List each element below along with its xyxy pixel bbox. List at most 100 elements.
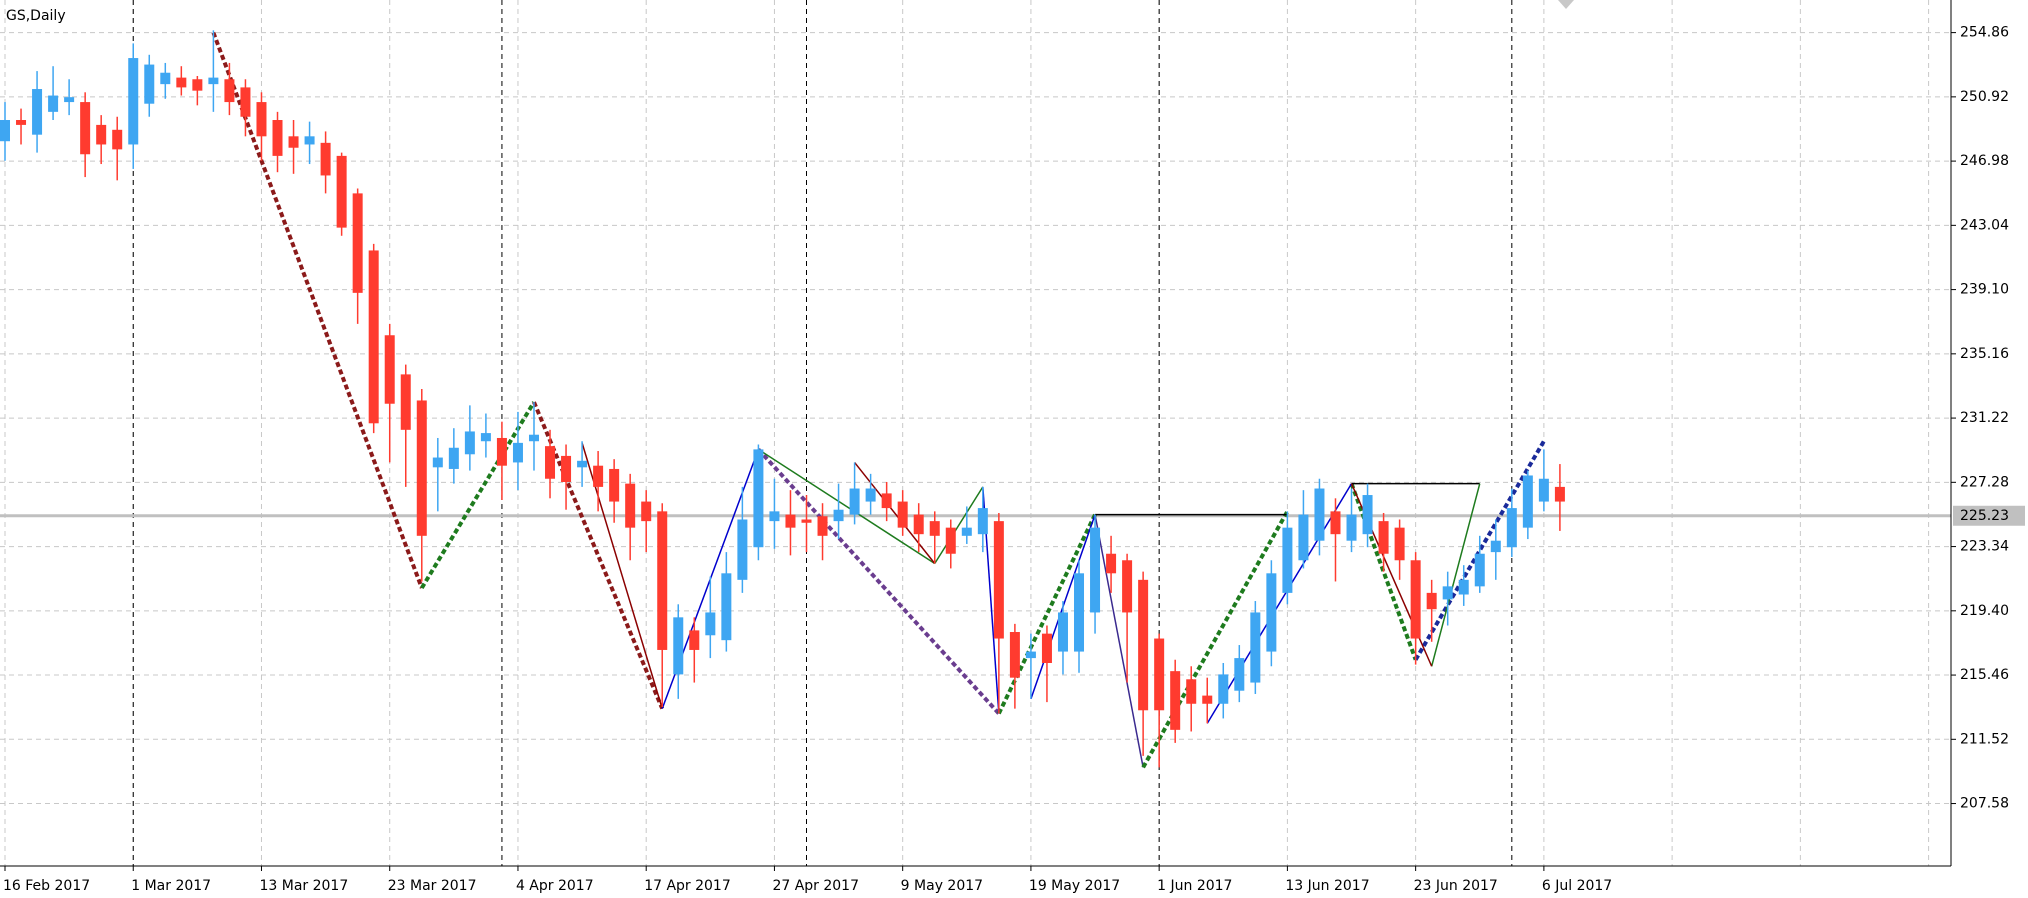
candle-body xyxy=(961,527,972,536)
candle-body xyxy=(1426,592,1437,610)
candle-body xyxy=(1041,633,1052,663)
candle-body xyxy=(496,437,507,466)
candle-body xyxy=(1458,579,1469,595)
candle-body xyxy=(480,433,491,442)
candle-body xyxy=(881,493,892,509)
candle-body xyxy=(1009,632,1020,678)
candle-body xyxy=(993,521,1004,639)
candle-body xyxy=(32,89,43,135)
candle-body xyxy=(0,120,10,142)
candle-body xyxy=(1186,679,1197,704)
candle-body xyxy=(1490,540,1501,553)
candle-body xyxy=(80,102,91,155)
candle-body xyxy=(1025,651,1036,659)
candle-body xyxy=(416,400,427,536)
candle-body xyxy=(865,488,876,502)
candle-body xyxy=(240,87,251,117)
chart-title: GS,Daily xyxy=(6,8,66,24)
indicator-line xyxy=(758,448,936,565)
candle-body xyxy=(1554,486,1565,502)
candle-body xyxy=(817,516,828,536)
candle-body xyxy=(1330,511,1341,535)
candle-body xyxy=(705,612,716,636)
candle-body xyxy=(1378,521,1389,554)
zigzag-segment xyxy=(1141,510,1290,769)
y-tick-label: 215.46 xyxy=(1960,667,2009,683)
candle-body xyxy=(128,58,139,145)
candle-body xyxy=(1218,674,1229,704)
candle-body xyxy=(16,120,27,125)
zigzag-segment xyxy=(420,401,536,590)
zigzag-segment xyxy=(756,448,1001,715)
candle-body xyxy=(593,465,604,487)
zigzag-segment xyxy=(211,31,424,589)
candle-body xyxy=(432,457,443,468)
x-tick-label: 1 Mar 2017 xyxy=(131,878,211,894)
candle-body xyxy=(977,508,988,535)
indicator-line xyxy=(1430,483,1481,667)
candle-body xyxy=(801,519,812,523)
candle-body xyxy=(689,630,700,650)
x-tick-label: 13 Mar 2017 xyxy=(259,878,348,894)
y-tick-label: 227.28 xyxy=(1960,474,2009,490)
candle-body xyxy=(400,374,411,430)
candle-body xyxy=(1346,514,1357,541)
y-tick-label: 254.86 xyxy=(1960,25,2009,41)
candle-body xyxy=(753,449,764,548)
candle-body xyxy=(609,468,620,502)
candle-body xyxy=(1522,475,1533,528)
candle-body xyxy=(625,483,636,528)
candle-body xyxy=(1474,553,1485,587)
current-price-box xyxy=(1953,505,2025,526)
chart-shift-marker xyxy=(1558,0,1574,9)
candle-body xyxy=(641,501,652,522)
candle-body xyxy=(336,155,347,228)
candle-layer xyxy=(0,30,1565,768)
x-tick-label: 16 Feb 2017 xyxy=(3,878,90,894)
zigzag-segment xyxy=(1413,440,1546,661)
candle-body xyxy=(913,514,924,535)
candle-body xyxy=(160,72,171,85)
y-tick-label: 231.22 xyxy=(1960,410,2009,426)
indicator-line xyxy=(854,461,936,564)
x-tick-label: 23 Mar 2017 xyxy=(388,878,477,894)
x-tick-label: 4 Apr 2017 xyxy=(516,878,594,894)
candle-body xyxy=(208,77,219,85)
candle-body xyxy=(272,120,283,156)
candle-body xyxy=(1314,488,1325,541)
candle-body xyxy=(96,124,107,145)
candle-body xyxy=(144,64,155,104)
candle-body xyxy=(1298,514,1309,561)
x-tick-label: 13 Jun 2017 xyxy=(1285,878,1369,894)
candle-body xyxy=(1362,495,1373,535)
candle-body xyxy=(352,193,363,293)
y-tick-label: 246.98 xyxy=(1960,153,2009,169)
candle-body xyxy=(1090,527,1101,613)
candle-body xyxy=(304,136,315,145)
candle-body xyxy=(657,511,668,650)
x-tick-label: 23 Jun 2017 xyxy=(1414,878,1498,894)
candle-body xyxy=(112,129,123,150)
y-tick-label: 211.52 xyxy=(1960,731,2009,747)
y-tick-label: 223.34 xyxy=(1960,539,2009,555)
indicator-line xyxy=(934,486,984,564)
x-tick-label: 17 Apr 2017 xyxy=(644,878,731,894)
zigzag-segment xyxy=(532,401,665,710)
candle-body xyxy=(561,455,572,482)
candle-body xyxy=(721,573,732,641)
candle-body xyxy=(384,335,395,404)
candle-body xyxy=(1266,573,1277,652)
candle-body xyxy=(1234,658,1245,691)
candle-body xyxy=(1282,527,1293,593)
candle-body xyxy=(528,434,539,442)
candle-body xyxy=(1138,579,1149,711)
candle-body xyxy=(897,501,908,528)
candle-body xyxy=(929,521,940,536)
y-tick-label: 250.92 xyxy=(1960,89,2009,105)
indicator-line xyxy=(1094,514,1144,768)
candle-body xyxy=(64,97,75,103)
candle-body xyxy=(1057,612,1068,652)
candle-body xyxy=(1106,553,1117,574)
